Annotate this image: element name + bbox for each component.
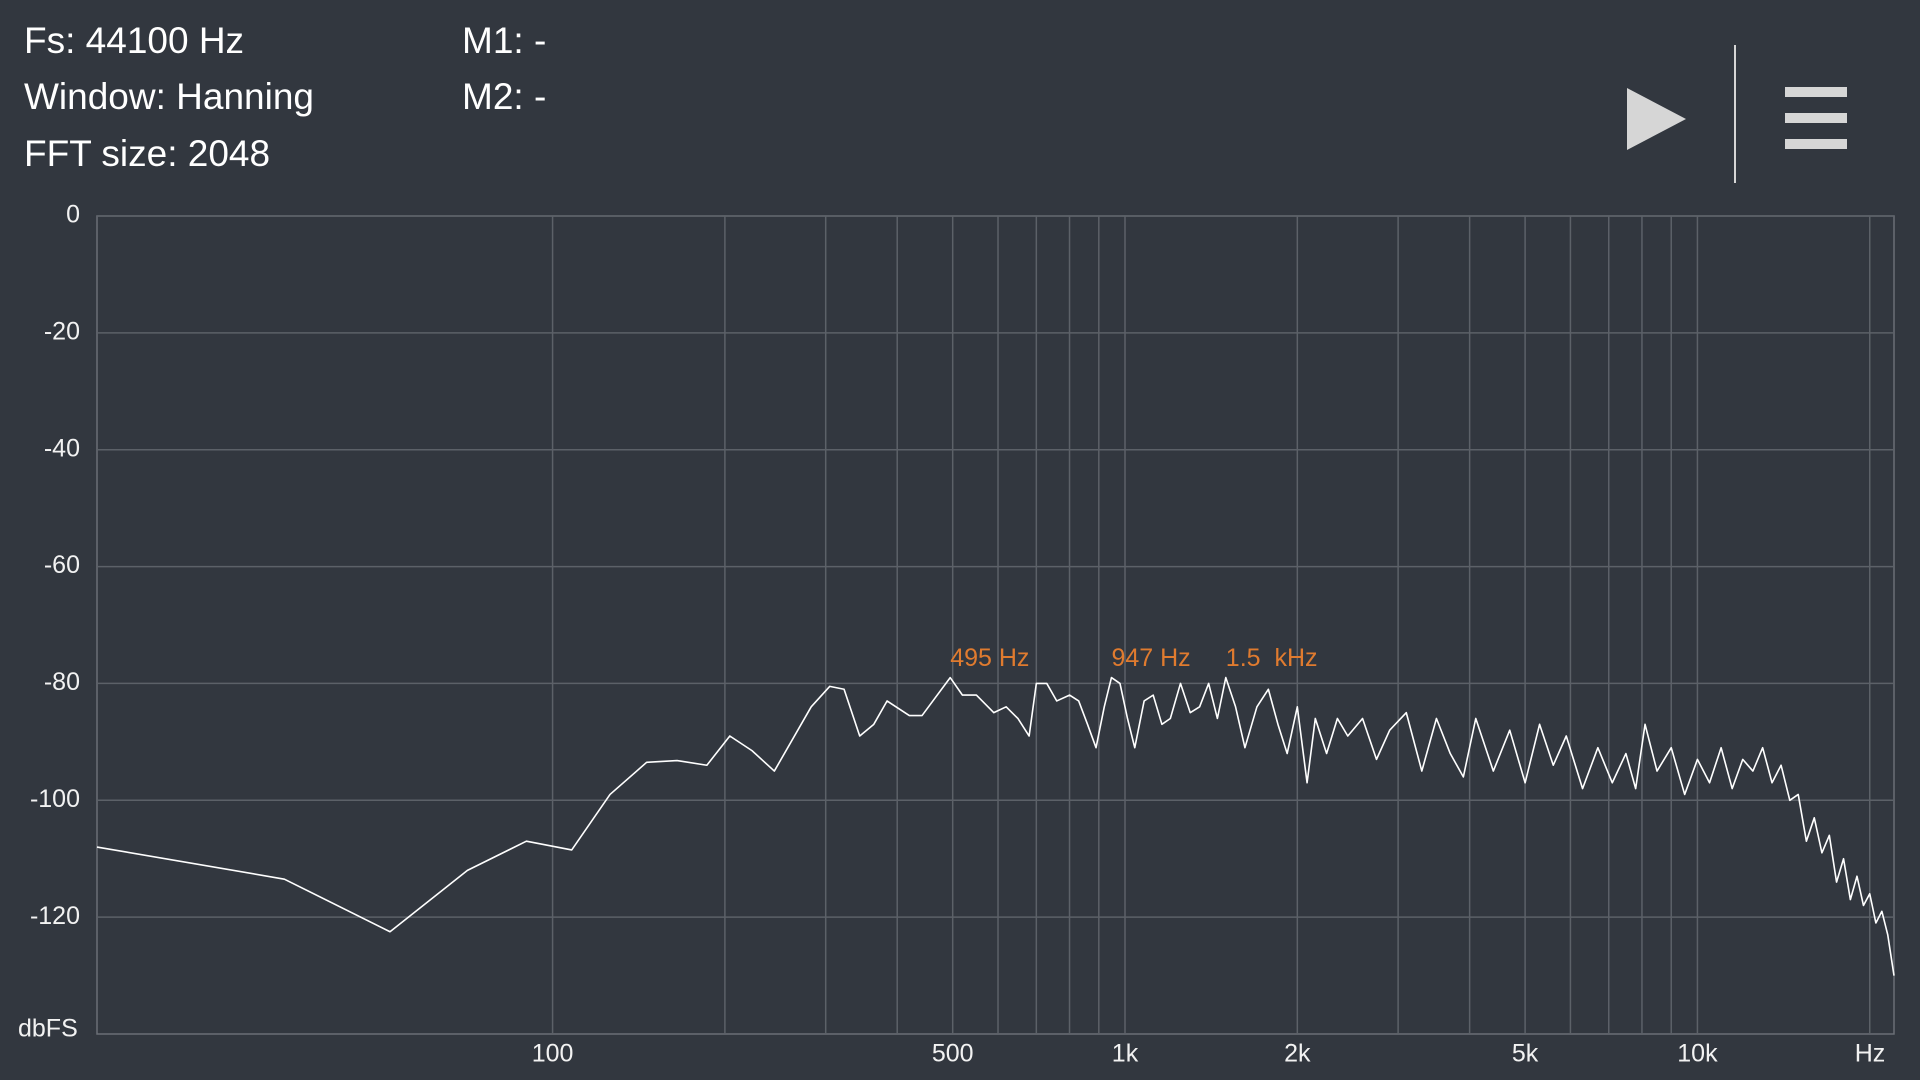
x-tick-label: 5k — [1512, 1040, 1539, 1068]
x-tick-label: 10k — [1677, 1040, 1718, 1068]
peak-label: 1.5 kHz — [1226, 644, 1318, 672]
peak-label: 495 Hz — [950, 644, 1029, 672]
marker-text: M2: - — [462, 76, 546, 117]
play-button[interactable] — [1627, 88, 1686, 150]
plot: 0 -20 -40 -60 -80 -100 -120 100 500 1k 2k 5k 10k Hz db… — [18, 201, 1895, 1068]
y-axis-label: dbFS — [18, 1015, 78, 1043]
y-tick-label: -80 — [44, 668, 80, 696]
y-tick-label: -120 — [30, 902, 80, 930]
y-tick-label: -100 — [30, 785, 80, 813]
y-tick-label: -40 — [44, 434, 80, 462]
x-tick-label: 100 — [532, 1040, 574, 1068]
status-text: FFT size: 2048 — [24, 133, 270, 174]
x-tick-label: 500 — [932, 1040, 974, 1068]
marker-text: M1: - — [462, 20, 546, 61]
y-tick-label: -20 — [44, 317, 80, 345]
spectrum-line — [96, 676, 1895, 976]
x-tick-label: 2k — [1284, 1040, 1311, 1068]
x-tick-label: 1k — [1112, 1040, 1139, 1068]
peak-label: 947 Hz — [1111, 644, 1190, 672]
y-tick-label: -60 — [44, 551, 80, 579]
x-axis-label: Hz — [1855, 1040, 1886, 1068]
y-tick-label: 0 — [66, 201, 80, 229]
status-text: Window: Hanning — [24, 76, 314, 117]
menu-button[interactable] — [1785, 87, 1847, 149]
status-text: Fs: 44100 Hz — [24, 20, 244, 61]
plot-frame — [96, 215, 1895, 1035]
